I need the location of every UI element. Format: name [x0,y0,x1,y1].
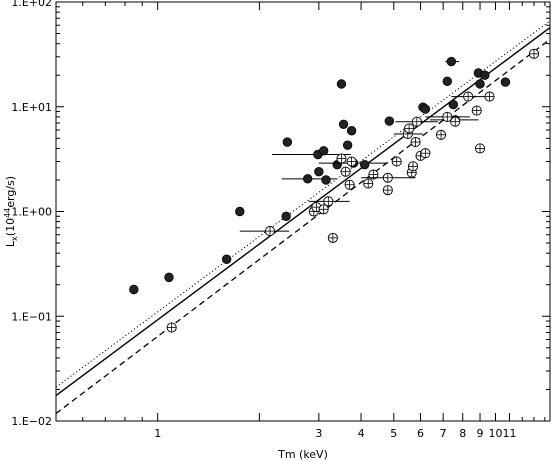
open-data-point [382,185,393,196]
y-axis-title-units: (10 [4,218,17,236]
x-tick-label: 1 [154,427,161,440]
open-data-point [410,137,421,148]
open-data-point [528,48,540,59]
y-tick-label: 1.E+02 [11,0,52,9]
filled-marker [446,56,457,67]
x-tick-label: 5 [390,427,397,440]
fit-line-solid [56,27,550,397]
filled-data-point [342,140,353,150]
y-axis-title-exponent: 44 [3,208,12,218]
filled-marker [342,140,353,150]
open-data-point [344,179,355,190]
filled-marker [475,79,485,89]
open-data-point [474,143,486,154]
x-tick-label: 9 [477,427,484,440]
x-tick-label: 4 [358,427,365,440]
y-tick-label: 1.E+01 [11,101,52,114]
x-tick-label: 8 [459,427,466,440]
filled-data-point [442,76,452,86]
x-tick-label: 6 [417,427,424,440]
filled-data-point [321,175,331,185]
filled-data-point [346,126,357,136]
open-data-point [450,116,461,127]
y-tick-label: 1.E+00 [11,206,52,219]
open-data-point [327,232,338,243]
x-tick-label: 3 [315,427,322,440]
filled-data-point [281,211,291,221]
filled-marker [338,119,349,129]
filled-marker [235,206,245,217]
y-axis-title-subscript: x [10,236,19,241]
filled-marker [314,166,324,177]
fit-lines [56,20,550,414]
open-data-point [308,196,350,207]
open-data-point [407,161,419,172]
filled-marker [346,126,357,136]
x-tick-label: 10 [488,427,502,440]
filled-data-point [384,116,395,126]
filled-data-point [359,159,370,170]
filled-data-point [338,119,349,129]
filled-marker [384,116,395,126]
filled-marker [448,99,458,110]
fit-line-dashed [56,38,550,414]
y-tick-label: 1.E−02 [11,415,52,428]
filled-marker [221,254,232,264]
filled-marker [336,79,347,89]
filled-data-point [282,137,293,147]
open-data-point [451,91,487,102]
open-data-point [346,156,357,167]
filled-data-point [129,284,139,295]
open-data-point [340,166,351,177]
open-data-point [239,226,290,237]
filled-data-point [445,56,460,67]
x-tick-label: 11 [502,427,516,440]
filled-marker [359,159,370,170]
filled-data-point [336,79,347,89]
open-data-point [166,322,177,333]
open-data-point [395,116,438,127]
filled-marker [420,104,431,114]
filled-data-point [420,104,431,114]
filled-data-point [480,70,490,80]
filled-data-point [500,77,511,87]
filled-marker [282,137,293,147]
x-tick-label: 7 [440,427,447,440]
filled-data-point [221,254,232,264]
data-points [129,48,540,333]
y-axis-title-tail: erg/s) [4,176,17,208]
y-axis-title: Lx(1044erg/s) [3,176,19,247]
open-data-point [363,178,374,189]
filled-data-point [475,79,485,89]
open-data-point [436,129,447,140]
filled-marker [164,272,174,283]
y-axis-title-main: L [4,240,17,247]
y-tick-label: 1.E−01 [11,310,52,323]
filled-data-point [314,166,324,177]
filled-marker [442,76,452,86]
filled-data-point [318,146,329,156]
open-data-point [471,105,482,116]
filled-marker [318,146,329,156]
filled-marker [129,284,139,295]
filled-marker [500,77,511,87]
open-data-point [391,156,402,167]
filled-data-point [235,206,245,217]
filled-data-point [448,99,458,110]
filled-marker [321,175,331,185]
filled-data-point [164,272,174,283]
open-data-point [420,148,431,159]
open-data-point [425,111,470,122]
filled-marker [281,211,291,221]
open-data-point [484,91,495,102]
open-data-point [361,172,416,183]
open-data-point [336,153,347,164]
filled-marker [480,70,490,80]
open-data-point [318,204,329,215]
filled-marker [302,174,313,184]
x-axis-title: Tm (keV) [277,448,328,461]
open-data-point [404,123,415,134]
